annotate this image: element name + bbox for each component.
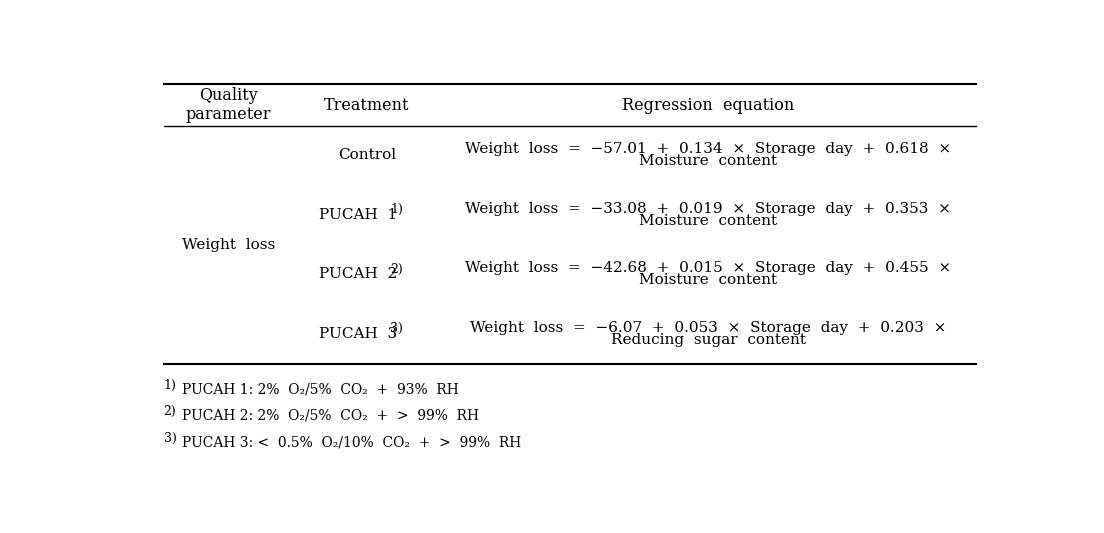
Text: 2): 2) bbox=[163, 406, 177, 418]
Text: PUCAH 3: <  0.5%  O₂/10%  CO₂  +  >  99%  RH: PUCAH 3: < 0.5% O₂/10% CO₂ + > 99% RH bbox=[182, 435, 522, 449]
Text: 1): 1) bbox=[390, 203, 403, 216]
Text: Weight  loss  =  −33.08  +  0.019  ×  Storage  day  +  0.353  ×: Weight loss = −33.08 + 0.019 × Storage d… bbox=[465, 201, 952, 216]
Text: 2): 2) bbox=[390, 262, 403, 276]
Text: Weight  loss  =  −57.01  +  0.134  ×  Storage  day  +  0.618  ×: Weight loss = −57.01 + 0.134 × Storage d… bbox=[465, 142, 952, 156]
Text: 1): 1) bbox=[163, 379, 177, 392]
Text: Moisture  content: Moisture content bbox=[639, 273, 777, 287]
Text: 3): 3) bbox=[163, 432, 177, 445]
Text: Moisture  content: Moisture content bbox=[639, 155, 777, 168]
Text: 3): 3) bbox=[390, 322, 403, 335]
Text: Quality
parameter: Quality parameter bbox=[185, 87, 272, 123]
Text: Weight  loss: Weight loss bbox=[182, 238, 275, 252]
Text: Regression  equation: Regression equation bbox=[623, 96, 795, 114]
Text: Moisture  content: Moisture content bbox=[639, 214, 777, 228]
Text: Weight  loss  =  −42.68  +  0.015  ×  Storage  day  +  0.455  ×: Weight loss = −42.68 + 0.015 × Storage d… bbox=[465, 261, 952, 275]
Text: Weight  loss  =  −6.07  +  0.053  ×  Storage  day  +  0.203  ×: Weight loss = −6.07 + 0.053 × Storage da… bbox=[470, 321, 946, 335]
Text: Reducing  sugar  content: Reducing sugar content bbox=[611, 333, 806, 347]
Text: PUCAH 1: 2%  O₂/5%  CO₂  +  93%  RH: PUCAH 1: 2% O₂/5% CO₂ + 93% RH bbox=[182, 382, 459, 396]
Text: Treatment: Treatment bbox=[325, 96, 410, 114]
Text: PUCAH  3: PUCAH 3 bbox=[319, 327, 397, 341]
Text: PUCAH  1: PUCAH 1 bbox=[319, 208, 397, 222]
Text: PUCAH  2: PUCAH 2 bbox=[319, 267, 397, 281]
Text: Control: Control bbox=[338, 148, 396, 162]
Text: PUCAH 2: 2%  O₂/5%  CO₂  +  >  99%  RH: PUCAH 2: 2% O₂/5% CO₂ + > 99% RH bbox=[182, 409, 479, 423]
